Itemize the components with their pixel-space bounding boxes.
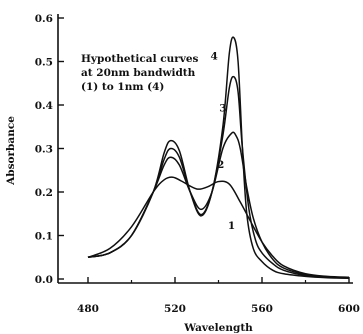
y-tick-label: 0.1 xyxy=(35,231,53,243)
series-line-3 xyxy=(87,75,350,279)
series-label-4: 4 xyxy=(210,50,217,62)
chart-text: Absorbance Wavelength Hypothetical curve… xyxy=(5,53,253,334)
y-axis-label: Absorbance xyxy=(5,116,17,186)
y-tick-label: 0.6 xyxy=(35,13,53,25)
series-line-4 xyxy=(87,36,350,279)
curves: 1 2 3 4 xyxy=(87,36,350,279)
annotation-line-2: at 20nm bandwidth xyxy=(81,67,196,79)
x-tick-label: 520 xyxy=(164,303,186,315)
y-tick-label: 0.5 xyxy=(35,57,53,69)
series-label-1: 1 xyxy=(228,220,235,232)
annotation-line-3: (1) to 1nm (4) xyxy=(81,81,164,93)
annotation-line-1: Hypothetical curves xyxy=(81,53,199,65)
y-tick-label: 0.2 xyxy=(35,187,53,199)
series-label-3: 3 xyxy=(219,103,226,115)
y-tick-label: 0.3 xyxy=(35,144,53,156)
x-tick-label: 480 xyxy=(77,303,99,315)
series-line-1 xyxy=(87,176,350,279)
y-tick-label: 0.4 xyxy=(35,100,53,112)
series-line-2 xyxy=(87,131,350,279)
x-tick-label: 600 xyxy=(338,303,360,315)
y-tick-label: 0.0 xyxy=(35,274,53,286)
x-axis-label: Wavelength xyxy=(183,322,253,334)
series-label-2: 2 xyxy=(217,159,224,171)
x-tick-label: 560 xyxy=(251,303,273,315)
axes: 0.0 0.1 0.2 0.3 0.4 0.5 0.6 480 520 560 600 xyxy=(35,13,360,315)
